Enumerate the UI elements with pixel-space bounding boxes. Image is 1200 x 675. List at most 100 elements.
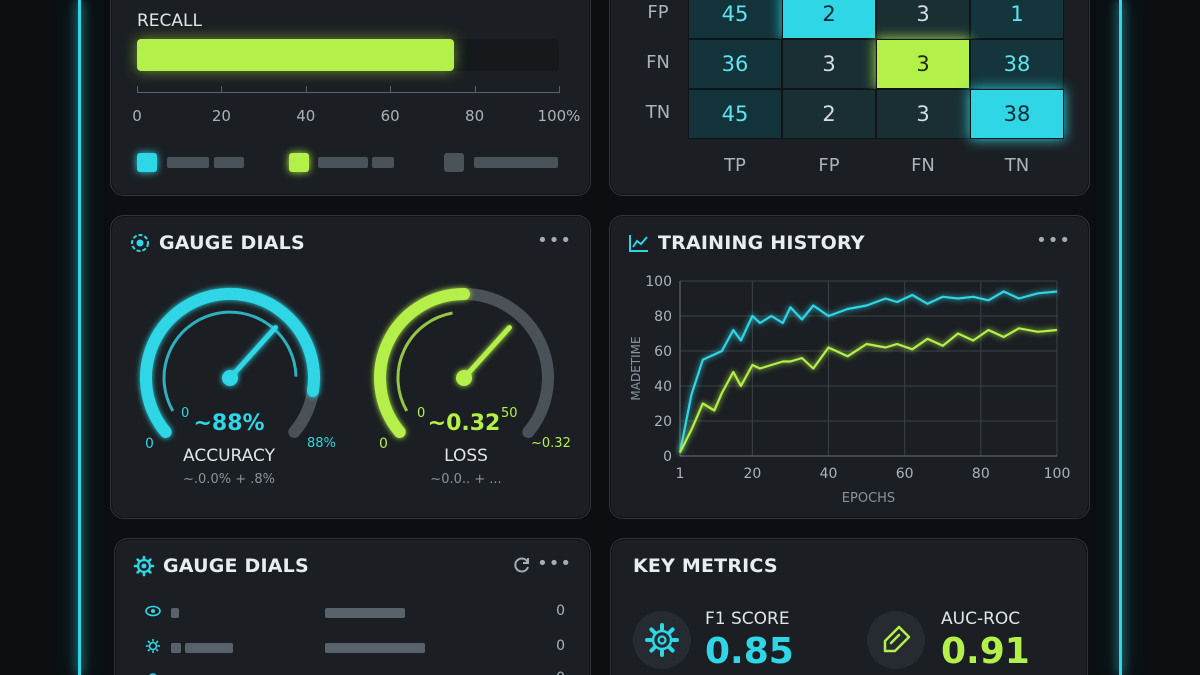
gauge-list-panel: GAUGE DIALS ••• 0 0 0 [114,538,591,675]
matrix-cell: 3 [876,0,970,39]
gear-icon [133,555,155,577]
refresh-icon[interactable] [512,555,532,579]
loss-hub [456,370,472,386]
key-metrics-panel: KEY METRICS F1 SCORE 0.85 AUC-ROC 0.91 [610,538,1088,675]
matrix-cell: 3 [782,39,876,89]
x-tick-label: 100 [1044,466,1071,482]
legend-swatch-lime [289,153,309,172]
panel-title: TRAINING HISTORY [658,232,865,254]
more-menu-button[interactable]: ••• [1036,230,1071,251]
x-tick-label: 1 [676,466,685,482]
list-item[interactable]: 0 [145,670,565,675]
legend-bar [214,157,244,168]
accuracy-min-inner: 0 [181,406,190,421]
matrix-cell: 3 [876,39,970,89]
list-item-value: 0 [556,638,565,654]
recall-bar-track [137,39,559,71]
left-frame-glow [78,0,81,675]
recall-panel: RECALL 0 20 40 60 80 100% [110,0,591,196]
legend-bar [372,157,394,168]
series-line-cyan [678,290,1058,453]
loss-min: 0 [379,436,388,452]
y-tick-label: 80 [654,309,672,325]
matrix-cell: 38 [970,89,1064,139]
matrix-col-label: FN [911,155,935,176]
accuracy-value: ~88% [193,411,265,436]
matrix-col-label: FP [818,155,840,176]
series-line-lime [679,327,1058,453]
loss-gauge [374,288,554,438]
y-tick-label: 20 [654,414,672,430]
matrix-cell: 38 [970,39,1064,89]
matrix-cell: 45 [688,89,782,139]
matrix-col-label: TN [1004,155,1030,176]
recall-axis-tick-label: 40 [296,107,316,125]
matrix-cell: 36 [688,39,782,89]
loss-max-inner: 50 [501,406,518,421]
matrix-row-label: FN [646,52,670,73]
y-tick-label: 40 [654,379,672,395]
more-menu-button[interactable]: ••• [537,230,572,251]
accuracy-hub [222,370,238,386]
y-tick-label: 60 [654,344,672,360]
matrix-col-label: TP [724,155,746,176]
accuracy-min: 0 [145,436,154,452]
legend-swatch-cyan [137,153,157,172]
accuracy-max: 88% [307,436,336,451]
legend-bar [474,157,558,168]
x-tick-label: 20 [743,466,761,482]
list-item[interactable]: 0 [145,638,565,658]
recall-axis [137,92,559,93]
recall-axis-tick-label: 100% [537,107,581,125]
gear-icon [645,623,679,657]
legend-swatch-grey [444,153,464,172]
x-axis-label: EPOCHS [842,491,895,506]
loss-note: ~0.0.. + ... [430,472,502,487]
f1-icon-circle [633,611,691,669]
auc-label: AUC-ROC [941,609,1021,629]
eye-icon [145,605,161,617]
recall-bar-fill [137,39,454,71]
panel-title: GAUGE DIALS [159,232,305,254]
training-history-panel: TRAINING HISTORY ••• 0 20 40 60 80 100 1 20 40 60… [609,215,1090,519]
list-item-value: 0 [556,603,565,619]
matrix-row-label: TN [645,102,671,123]
y-tick-label: 0 [663,449,672,465]
tag-icon [883,625,911,653]
loss-min-inner: 0 [417,406,426,421]
line-chart-icon [628,233,650,253]
loss-needle [461,324,513,381]
recall-axis-tick [305,86,307,93]
f1-label: F1 SCORE [705,609,790,629]
matrix-cell: 45 [688,0,782,39]
panel-title: KEY METRICS [633,555,778,577]
auc-icon-circle [867,611,925,669]
x-tick-label: 60 [896,466,914,482]
recall-axis-tick [390,86,392,93]
matrix-cell: 3 [876,89,970,139]
recall-label: RECALL [137,11,202,31]
matrix-cell: 1 [970,0,1064,39]
y-axis-label: MADETIME [629,336,643,400]
loss-label: LOSS [444,446,488,466]
recall-axis-tick [221,86,223,93]
gear-small-icon [146,639,160,653]
f1-value: 0.85 [705,631,794,672]
recall-axis-tick-label: 0 [132,107,142,125]
loss-max: ~0.32 [531,436,571,451]
legend-bar [167,157,209,168]
recall-axis-tick-label: 80 [465,107,485,125]
list-item[interactable]: 0 [145,603,565,623]
x-tick-label: 40 [820,466,838,482]
recall-axis-tick [137,86,138,93]
matrix-cell: 2 [782,89,876,139]
gauge-dials-panel: GAUGE DIALS ••• 0 0 ~88% 88% ACCURACY ~.… [110,215,591,519]
more-menu-button[interactable]: ••• [537,553,572,574]
right-frame-glow [1119,0,1122,675]
accuracy-gauge [140,287,320,438]
recall-axis-tick [474,86,476,93]
accuracy-needle [227,324,279,381]
target-icon [129,232,151,254]
legend-bar [318,157,368,168]
